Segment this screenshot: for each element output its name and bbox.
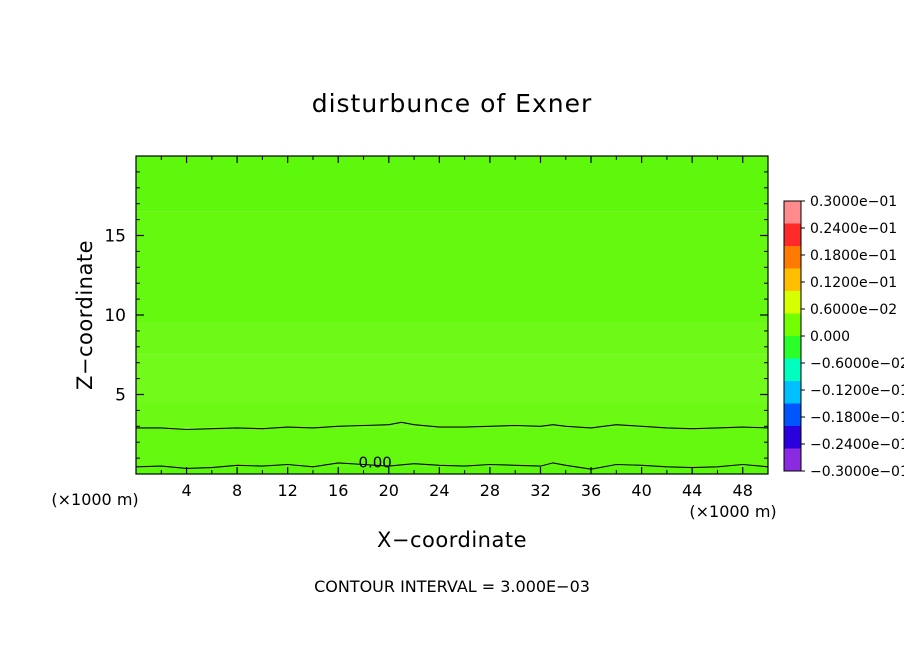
contour-line-0 bbox=[136, 462, 768, 470]
colorbar-swatch bbox=[784, 381, 801, 404]
x-tick-label: 4 bbox=[181, 481, 191, 500]
colorbar-label: 0.3000e−01 bbox=[810, 194, 897, 210]
fill-band-4 bbox=[136, 322, 768, 355]
colorbar-swatch bbox=[784, 201, 801, 224]
colorbar-label: 0.6000e−02 bbox=[810, 302, 897, 318]
colorbar-swatch bbox=[784, 223, 801, 247]
colorbar-label: −0.6000e−02 bbox=[810, 356, 904, 372]
x-tick-label: 48 bbox=[733, 481, 753, 500]
contour-labels: 0.00 bbox=[358, 454, 391, 472]
x-unit-left: (×1000 m) bbox=[51, 490, 138, 509]
colorbar-label: 0.000 bbox=[810, 329, 850, 345]
colorbar: 0.3000e−01 0.2400e−01 0.1800e−01 0.1200e−01… bbox=[783, 194, 904, 480]
x-tick-label: 40 bbox=[631, 481, 651, 500]
x-tick-label: 16 bbox=[328, 481, 348, 500]
colorbar-swatch bbox=[784, 313, 801, 337]
x-tick-label: 24 bbox=[429, 481, 449, 500]
fill-band-0 bbox=[136, 466, 768, 474]
y-tick-label: 15 bbox=[104, 227, 126, 247]
colorbar-swatch bbox=[784, 358, 801, 382]
fill-band-6 bbox=[136, 156, 768, 212]
x-tick-label: 36 bbox=[581, 481, 601, 500]
colorbar-label: −0.3000e−01 bbox=[810, 464, 904, 480]
x-tick-label: 28 bbox=[480, 481, 500, 500]
colorbar-swatch bbox=[784, 246, 801, 269]
colorbar-label: −0.2400e−01 bbox=[810, 437, 904, 453]
colorbar-swatch bbox=[784, 336, 801, 359]
x-axis-label: X−coordinate bbox=[377, 528, 527, 552]
fill-band-2 bbox=[136, 402, 768, 428]
y-tick-label: 5 bbox=[115, 386, 126, 406]
contour-lines bbox=[136, 421, 768, 470]
chart-title: disturbunce of Exner bbox=[312, 89, 593, 118]
colorbar-label: −0.1800e−01 bbox=[810, 410, 904, 426]
colorbar-swatch bbox=[784, 448, 801, 472]
contour-label-0: 0.00 bbox=[358, 454, 391, 472]
fill-band-1 bbox=[136, 427, 768, 467]
x-tick-label: 44 bbox=[682, 481, 702, 500]
x-axis-ticks: 4 8 12 16 20 24 28 32 36 40 44 48 bbox=[160, 156, 753, 500]
x-tick-label: 12 bbox=[278, 481, 298, 500]
y-tick-label: 10 bbox=[104, 306, 126, 326]
colorbar-label: −0.1200e−01 bbox=[810, 383, 904, 399]
colorbar-swatch bbox=[784, 426, 801, 449]
colorbar-label: 0.1800e−01 bbox=[810, 248, 897, 264]
y-axis-label: Z−coordinate bbox=[73, 240, 97, 390]
contour-interval-note: CONTOUR INTERVAL = 3.000E−03 bbox=[314, 577, 590, 596]
colorbar-swatch bbox=[784, 268, 801, 292]
y-axis-ticks: 5 10 15 bbox=[104, 171, 768, 459]
colorbar-swatch bbox=[784, 403, 801, 427]
x-tick-label: 8 bbox=[232, 481, 242, 500]
plot-fill-bands bbox=[136, 156, 768, 474]
colorbar-label: 0.1200e−01 bbox=[810, 275, 897, 291]
colorbar-swatch bbox=[784, 291, 801, 314]
x-tick-label: 20 bbox=[379, 481, 399, 500]
x-tick-label: 32 bbox=[530, 481, 550, 500]
contour-line-1 bbox=[136, 421, 768, 431]
fill-band-5 bbox=[136, 211, 768, 323]
colorbar-label: 0.2400e−01 bbox=[810, 221, 897, 237]
x-unit-right: (×1000 m) bbox=[689, 502, 776, 521]
fill-band-3 bbox=[136, 354, 768, 403]
